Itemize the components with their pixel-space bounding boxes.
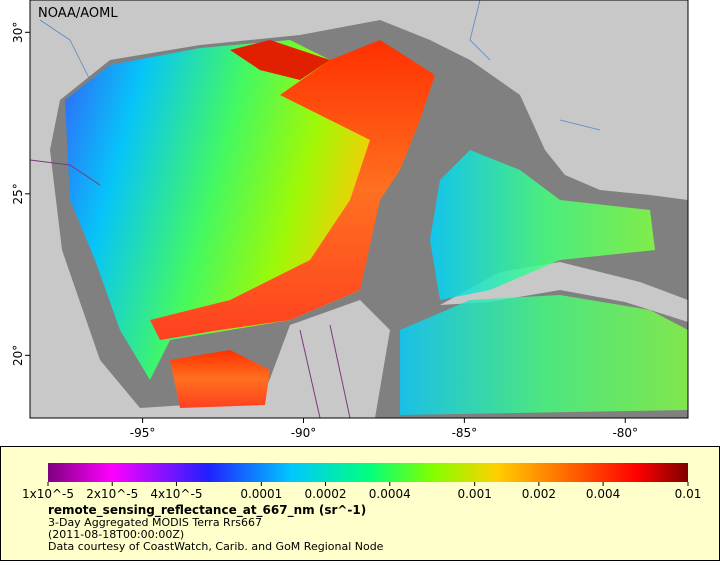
legend-line: (2011-08-18T00:00:00Z) xyxy=(48,528,184,541)
data-swath-south xyxy=(170,350,270,408)
colorbar-label: 0.01 xyxy=(675,487,702,501)
data-swath-east xyxy=(430,150,655,300)
colorbar-label: 0.0002 xyxy=(305,487,347,501)
map-area: NOAA/AOML xyxy=(30,0,688,418)
x-tick-label: -85° xyxy=(452,426,478,440)
legend-variable: remote_sensing_reflectance_at_667_nm (sr… xyxy=(48,503,366,518)
colorbar-label: 0.0001 xyxy=(240,487,282,501)
x-tick-label: -80° xyxy=(612,426,638,440)
florida xyxy=(520,0,655,185)
data-swath-caribbean xyxy=(400,295,688,415)
y-tick-label: 25° xyxy=(11,183,25,204)
borders xyxy=(30,159,351,418)
colorbar-label: 0.002 xyxy=(522,487,556,501)
colorbar-label: 0.004 xyxy=(586,487,620,501)
colorbar-label: 0.0004 xyxy=(369,487,411,501)
legend-line: Data courtesy of CoastWatch, Carib. and … xyxy=(48,540,384,553)
legend-line: 3-Day Aggregated MODIS Terra Rrs667 xyxy=(48,516,262,529)
x-tick-label: -90° xyxy=(291,426,317,440)
credit: NOAA/AOML xyxy=(38,6,118,21)
colorbar-label: 4x10^-5 xyxy=(150,487,202,501)
x-tick-label: -95° xyxy=(130,426,156,440)
colorbar-label: 1x10^-5 xyxy=(22,487,74,501)
y-tick-label: 20° xyxy=(11,345,25,366)
colorbar xyxy=(48,463,688,482)
data-swath-center xyxy=(150,40,435,340)
data-coast-red xyxy=(230,40,330,80)
map-frame xyxy=(29,0,689,419)
colorbar-label: 2x10^-5 xyxy=(86,487,138,501)
rivers xyxy=(39,0,601,131)
y-tick-label: 30° xyxy=(11,22,25,43)
colorbar-label: 0.001 xyxy=(457,487,491,501)
